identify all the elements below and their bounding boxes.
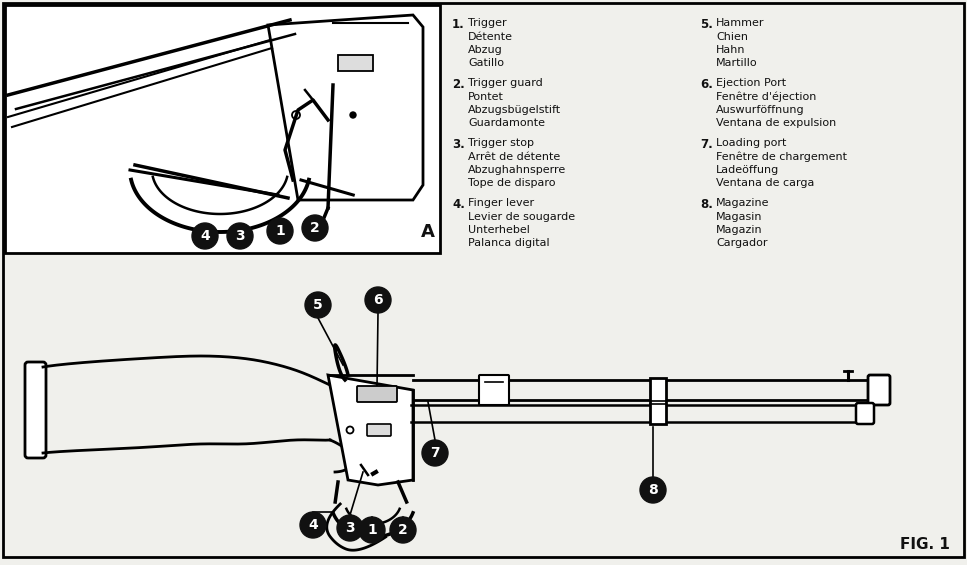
Text: Finger lever: Finger lever bbox=[468, 198, 534, 208]
Text: 8.: 8. bbox=[700, 198, 713, 211]
Text: 2.: 2. bbox=[452, 78, 465, 91]
Text: A: A bbox=[421, 223, 435, 241]
Text: 4: 4 bbox=[308, 518, 318, 532]
Text: Palanca digital: Palanca digital bbox=[468, 238, 549, 249]
Text: Unterhebel: Unterhebel bbox=[468, 225, 530, 235]
Text: Tope de disparo: Tope de disparo bbox=[468, 179, 555, 189]
Text: Abzugsbügelstift: Abzugsbügelstift bbox=[468, 105, 561, 115]
Text: Détente: Détente bbox=[468, 32, 513, 41]
Text: 5: 5 bbox=[313, 298, 323, 312]
Circle shape bbox=[359, 517, 385, 543]
Text: 7.: 7. bbox=[700, 138, 713, 151]
Text: Abzughahnsperre: Abzughahnsperre bbox=[468, 165, 567, 175]
Text: Trigger stop: Trigger stop bbox=[468, 138, 534, 148]
Text: 3: 3 bbox=[235, 229, 245, 243]
FancyBboxPatch shape bbox=[367, 424, 391, 436]
Text: 2: 2 bbox=[310, 221, 320, 235]
Text: 1: 1 bbox=[367, 523, 377, 537]
Text: Auswurföffnung: Auswurföffnung bbox=[716, 105, 805, 115]
Text: Hahn: Hahn bbox=[716, 45, 746, 55]
Circle shape bbox=[640, 477, 666, 503]
Text: Loading port: Loading port bbox=[716, 138, 786, 148]
Text: 8: 8 bbox=[648, 483, 658, 497]
Text: Fenêtre d'éjection: Fenêtre d'éjection bbox=[716, 92, 816, 102]
Text: 6: 6 bbox=[373, 293, 383, 307]
Text: Gatillo: Gatillo bbox=[468, 59, 504, 68]
Text: Guardamonte: Guardamonte bbox=[468, 119, 545, 128]
Text: Hammer: Hammer bbox=[716, 18, 765, 28]
FancyBboxPatch shape bbox=[479, 375, 509, 405]
Text: 4.: 4. bbox=[452, 198, 465, 211]
Text: Chien: Chien bbox=[716, 32, 748, 41]
Text: Pontet: Pontet bbox=[468, 92, 504, 102]
Circle shape bbox=[302, 215, 328, 241]
Bar bbox=[338, 55, 373, 71]
Text: Trigger guard: Trigger guard bbox=[468, 78, 542, 88]
Circle shape bbox=[192, 223, 218, 249]
Circle shape bbox=[300, 512, 326, 538]
Text: Ventana de carga: Ventana de carga bbox=[716, 179, 814, 189]
Text: Arrêt de détente: Arrêt de détente bbox=[468, 151, 560, 162]
Text: Ladeöffung: Ladeöffung bbox=[716, 165, 779, 175]
Text: 3.: 3. bbox=[452, 138, 465, 151]
Text: Magazin: Magazin bbox=[716, 225, 763, 235]
Circle shape bbox=[350, 112, 356, 118]
Text: Ejection Port: Ejection Port bbox=[716, 78, 786, 88]
Text: Cargador: Cargador bbox=[716, 238, 768, 249]
Text: 7: 7 bbox=[430, 446, 440, 460]
Text: 6.: 6. bbox=[700, 78, 713, 91]
Text: Martillo: Martillo bbox=[716, 59, 757, 68]
Text: Abzug: Abzug bbox=[468, 45, 503, 55]
Text: 1.: 1. bbox=[452, 18, 465, 31]
FancyBboxPatch shape bbox=[357, 386, 397, 402]
Bar bbox=[650, 378, 666, 424]
Circle shape bbox=[390, 517, 416, 543]
Text: Levier de sougarde: Levier de sougarde bbox=[468, 211, 575, 221]
Text: Fenêtre de chargement: Fenêtre de chargement bbox=[716, 151, 847, 162]
Text: 1: 1 bbox=[276, 224, 285, 238]
Polygon shape bbox=[328, 375, 413, 485]
Polygon shape bbox=[268, 15, 423, 200]
FancyBboxPatch shape bbox=[868, 375, 890, 405]
Bar bbox=[5, 5, 440, 253]
Text: 4: 4 bbox=[200, 229, 210, 243]
FancyBboxPatch shape bbox=[25, 362, 46, 458]
Text: Trigger: Trigger bbox=[468, 18, 507, 28]
Circle shape bbox=[337, 515, 363, 541]
Circle shape bbox=[422, 440, 448, 466]
Text: 3: 3 bbox=[345, 521, 355, 535]
Text: Magasin: Magasin bbox=[716, 211, 763, 221]
Circle shape bbox=[227, 223, 253, 249]
Text: Ventana de expulsion: Ventana de expulsion bbox=[716, 119, 836, 128]
Text: Magazine: Magazine bbox=[716, 198, 770, 208]
FancyBboxPatch shape bbox=[856, 403, 874, 424]
Circle shape bbox=[305, 292, 331, 318]
Text: FIG. 1: FIG. 1 bbox=[900, 537, 950, 552]
Text: 2: 2 bbox=[398, 523, 408, 537]
Text: 5.: 5. bbox=[700, 18, 713, 31]
Circle shape bbox=[267, 218, 293, 244]
Circle shape bbox=[365, 287, 391, 313]
